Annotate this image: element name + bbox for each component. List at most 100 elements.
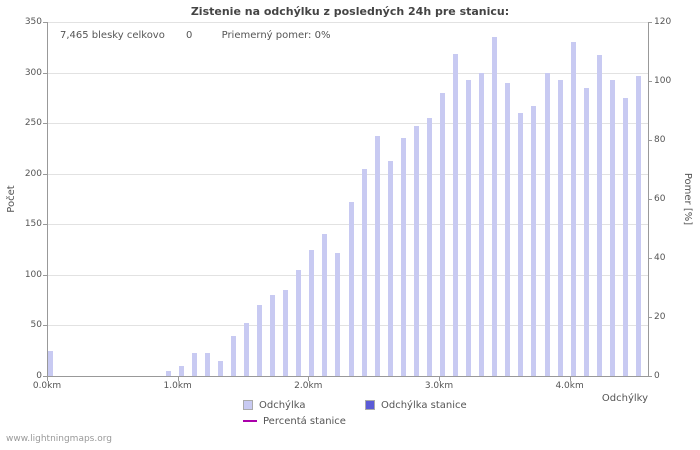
x-axis-tick-label: 2.0km [294, 381, 323, 391]
watermark: www.lightningmaps.org [6, 434, 112, 444]
bar [492, 37, 498, 376]
grid-line [47, 22, 648, 23]
y-axis-tick-label: 50 [30, 320, 42, 331]
y-axis-tick-label: 300 [24, 67, 42, 78]
y-tick-mark [43, 376, 47, 377]
bar [296, 269, 302, 376]
legend-row: Odchýlka Odchýlka stanice [243, 397, 467, 413]
y-tick-mark [43, 123, 47, 125]
legend-label: Odchýlka stanice [381, 399, 467, 411]
y-right-tick-mark [648, 22, 652, 23]
x-tick-mark [569, 377, 571, 381]
bar [426, 118, 432, 376]
legend-item-odchylka-stanice: Odchýlka stanice [365, 400, 467, 411]
bar [335, 252, 341, 376]
y-right-tick-mark [648, 258, 652, 259]
y-tick-mark [43, 173, 47, 175]
bar [204, 352, 210, 376]
stat-station-flashes: 0 [186, 30, 193, 41]
bar [557, 79, 563, 376]
bar [413, 126, 419, 376]
bar [453, 54, 458, 376]
y-axis-right-tick-label: 0 [654, 371, 660, 381]
bar [440, 92, 445, 376]
y-axis-right-tick-label: 100 [654, 76, 672, 86]
y-axis-tick-label: 100 [24, 269, 42, 280]
bar [596, 55, 602, 376]
bar [387, 160, 393, 376]
bar [544, 72, 550, 376]
bar [348, 202, 354, 376]
x-axis-tick-label: 1.0km [163, 381, 192, 391]
bar [244, 323, 249, 376]
bar [178, 365, 184, 376]
y-axis-tick-label: 250 [24, 118, 42, 129]
stats-line: 7,465 blesky celkovo 0 Priemerný pomer: … [60, 30, 330, 41]
y-tick-mark [43, 72, 47, 74]
legend-row: Percentá stanice [243, 413, 467, 429]
grid-line [47, 224, 648, 226]
y-axis-right-tick-label: 120 [654, 17, 672, 27]
x-tick-mark [47, 377, 48, 381]
bar [165, 370, 171, 376]
bar [570, 42, 576, 376]
bar [635, 75, 641, 376]
legend: Odchýlka Odchýlka stanice Percentá stani… [243, 397, 467, 429]
legend-item-odchylka: Odchýlka [243, 400, 365, 411]
bar [374, 136, 380, 376]
bar [230, 335, 236, 376]
legend-swatch-odchylka [243, 400, 253, 410]
bar [479, 72, 485, 376]
stat-total-flashes: 7,465 blesky celkovo [60, 30, 165, 41]
stat-average-ratio: Priemerný pomer: 0% [221, 30, 331, 41]
y-tick-mark [43, 274, 47, 276]
bar [531, 105, 537, 376]
bar [518, 113, 524, 376]
grid-line [47, 325, 648, 327]
bar [609, 79, 615, 376]
x-axis-tick-label: 4.0km [555, 381, 584, 391]
y-tick-mark [43, 325, 47, 327]
x-tick-mark [177, 377, 179, 381]
x-axis-label: Odchýlky [601, 393, 648, 404]
bar [191, 352, 197, 376]
y-axis-tick-label: 350 [24, 17, 42, 27]
x-tick-mark [439, 377, 440, 381]
bar [283, 290, 289, 376]
y-right-tick-mark [648, 376, 652, 377]
y-right-tick-mark [648, 317, 652, 318]
y-axis-left-line [47, 22, 48, 377]
bar [322, 234, 328, 376]
y-axis-tick-label: 0 [36, 371, 42, 381]
bar [583, 87, 589, 376]
bar [257, 305, 262, 376]
x-axis-tick-label: 0.0km [32, 381, 62, 391]
page-title: Zistenie na odchýlku z posledných 24h pr… [190, 5, 510, 18]
legend-swatch-odchylka-stanice [365, 400, 375, 410]
y-axis-right-tick-label: 60 [654, 194, 666, 204]
y-right-tick-mark [648, 199, 652, 200]
y-right-tick-mark [648, 81, 652, 82]
y-right-tick-mark [648, 140, 652, 141]
bar [270, 295, 276, 376]
bar [309, 249, 315, 376]
y-axis-right-line [648, 22, 649, 377]
x-axis-line [47, 376, 649, 377]
y-axis-tick-label: 200 [24, 168, 42, 179]
legend-line-percenta-stanice [243, 420, 257, 422]
legend-item-percenta-stanice: Percentá stanice [243, 416, 346, 427]
y-tick-mark [43, 22, 47, 23]
y-axis-tick-label: 150 [24, 219, 42, 230]
grid-line [47, 123, 648, 125]
grid-line [47, 173, 648, 175]
bar [466, 79, 472, 376]
grid-line [47, 72, 648, 74]
bar [622, 97, 628, 376]
y-axis-right-tick-label: 80 [654, 135, 666, 145]
bar [361, 168, 367, 376]
bar [505, 82, 511, 376]
y-axis-right-tick-label: 40 [654, 253, 666, 263]
x-axis-tick-label: 3.0km [424, 381, 454, 391]
